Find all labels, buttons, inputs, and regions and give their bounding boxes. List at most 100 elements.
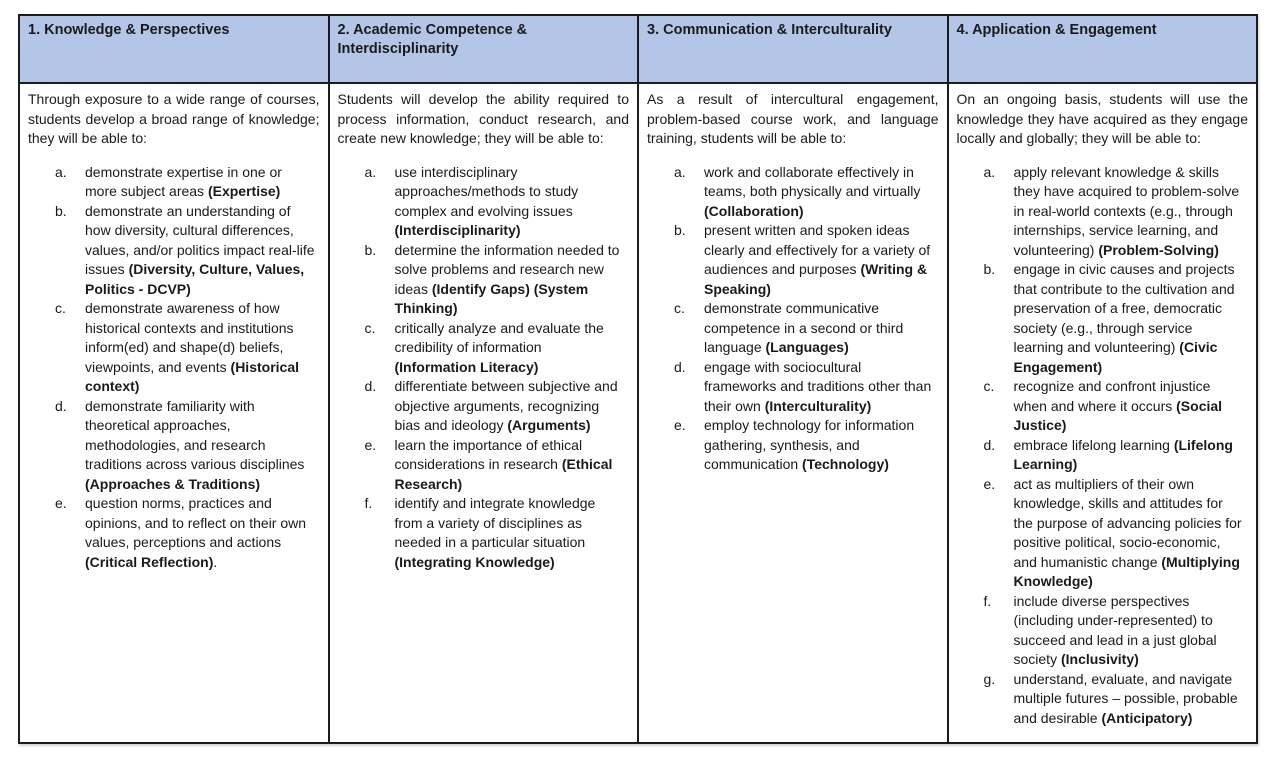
item-text-pre: determine the information needed to solv… [394, 241, 620, 297]
item-text: demonstrate expertise in one or more sub… [85, 163, 320, 202]
column-intro: As a result of intercultural engagement,… [647, 91, 939, 146]
item-text-bold: (Languages) [765, 339, 849, 355]
list-item: c. critically analyze and evaluate the c… [338, 319, 630, 378]
item-text: determine the information needed to solv… [395, 241, 630, 319]
item-marker: c. [983, 378, 995, 394]
item-marker: d. [674, 358, 686, 375]
column-header-cell: 2. Academic Competence & Interdisciplina… [329, 16, 637, 84]
item-text-bold: (Diversity, Culture, Values, Politics - … [85, 261, 305, 297]
item-text-bold: (Ethical Research) [394, 456, 613, 492]
outcome-column: 2. Academic Competence & Interdisciplina… [327, 16, 638, 742]
item-text-bold: (Anticipatory) [1101, 709, 1193, 726]
item-marker: d. [364, 378, 377, 394]
item-marker: a. [364, 163, 377, 180]
list-item: e. learn the importance of ethical consi… [338, 436, 630, 495]
item-text: differentiate between subjective and obj… [395, 377, 630, 436]
item-text-bold: (Identify Gaps) (System Thinking) [394, 280, 589, 317]
item-marker: a. [983, 163, 996, 180]
item-text: question norms, practices and opinions, … [85, 494, 320, 572]
list-item: a. use interdisciplinary approaches/meth… [338, 163, 630, 241]
item-text-pre: use interdisciplinary approaches/methods… [394, 163, 579, 219]
list-item: d. differentiate between subjective and … [338, 377, 630, 436]
item-marker: d. [983, 436, 996, 453]
item-marker: a. [674, 163, 686, 180]
item-text: work and collaborate effectively in team… [704, 163, 939, 222]
column-header-label: 4. Application & Engagement [956, 22, 1157, 38]
item-text-pre: apply relevant knowledge & skills they h… [1013, 163, 1240, 258]
outcome-column: 4. Application & Engagement On an ongoin… [946, 16, 1256, 742]
item-text-bold: (Inclusivity) [1060, 651, 1139, 667]
column-header-label: 1. Knowledge & Perspectives [28, 22, 230, 38]
list-item: e. question norms, practices and opinion… [28, 494, 320, 572]
item-text-pre: identify and integrate knowledge from a … [394, 495, 596, 550]
item-text: engage in civic causes and projects that… [1014, 260, 1249, 377]
item-marker: b. [55, 202, 67, 219]
column-header-label: 2. Academic Competence & Interdisciplina… [337, 22, 528, 57]
item-text-pre: learn the importance of ethical consider… [394, 436, 583, 473]
item-text-post: . [213, 553, 218, 570]
list-item: c. demonstrate awareness of how historic… [28, 299, 320, 397]
list-item: g. understand, evaluate, and navigate mu… [957, 670, 1249, 729]
item-text-bold: (Historical context) [85, 358, 299, 395]
item-marker: f. [364, 495, 373, 511]
outcome-column: 1. Knowledge & Perspectives Through expo… [20, 16, 328, 742]
item-text-pre: differentiate between subjective and obj… [394, 378, 618, 433]
list-item: a. apply relevant knowledge & skills the… [957, 163, 1249, 261]
list-item: d. embrace lifelong learning (Lifelong L… [957, 436, 1249, 475]
item-text-bold: (Writing & Speaking) [704, 261, 928, 297]
item-text: recognize and confront injustice when an… [1014, 377, 1249, 436]
outcome-list: a. demonstrate expertise in one or more … [28, 163, 320, 573]
column-intro: Through exposure to a wide range of cour… [28, 91, 320, 146]
list-item: c. recognize and confront injustice when… [957, 377, 1249, 436]
item-marker: e. [983, 475, 996, 492]
item-marker: c. [364, 319, 376, 336]
item-text: demonstrate an understanding of how dive… [85, 202, 320, 300]
item-text: critically analyze and evaluate the cred… [395, 319, 630, 378]
item-marker: f. [983, 592, 992, 609]
outcome-list: a. work and collaborate effectively in t… [647, 163, 939, 475]
item-marker: d. [55, 397, 67, 414]
item-text: engage with sociocultural frameworks and… [704, 358, 939, 417]
column-body-cell: Students will develop the ability requir… [330, 84, 638, 742]
item-text: present written and spoken ideas clearly… [704, 221, 939, 299]
list-item: d. engage with sociocultural frameworks … [647, 358, 939, 417]
list-item: f. include diverse perspectives (includi… [957, 592, 1249, 670]
item-marker: b. [674, 222, 686, 238]
item-text-bold: (Interculturality) [764, 397, 872, 414]
item-text-pre: understand, evaluate, and navigate multi… [1013, 670, 1238, 726]
item-text: act as multipliers of their own knowledg… [1014, 475, 1249, 592]
item-text-pre: demonstrate communicative competence in … [704, 300, 904, 355]
item-text-bold: (Interdisciplinarity) [394, 222, 521, 238]
item-text: apply relevant knowledge & skills they h… [1014, 163, 1249, 261]
list-item: c. demonstrate communicative competence … [647, 299, 939, 358]
item-text-bold: (Expertise) [207, 183, 281, 199]
item-text: learn the importance of ethical consider… [395, 436, 630, 495]
item-text: use interdisciplinary approaches/methods… [395, 163, 630, 241]
item-text: demonstrate awareness of how historical … [85, 299, 320, 397]
item-marker: a. [55, 163, 67, 180]
outcome-list: a. use interdisciplinary approaches/meth… [338, 163, 630, 573]
list-item: e. employ technology for information gat… [647, 416, 939, 475]
list-item: d. demonstrate familiarity with theoreti… [28, 397, 320, 495]
item-text-bold: (Multiplying Knowledge) [1013, 553, 1240, 590]
column-header-cell: 4. Application & Engagement [948, 16, 1256, 84]
item-text-pre: engage in civic causes and projects that… [1013, 261, 1235, 355]
list-item: b. demonstrate an understanding of how d… [28, 202, 320, 300]
column-intro: On an ongoing basis, students will use t… [956, 91, 1249, 146]
item-text-pre: embrace lifelong learning [1013, 436, 1174, 453]
list-item: b. determine the information needed to s… [338, 241, 630, 319]
outcomes-table: 1. Knowledge & Perspectives Through expo… [18, 14, 1258, 744]
column-header-cell: 3. Communication & Interculturality [639, 16, 947, 84]
item-text-pre: question norms, practices and opinions, … [85, 495, 307, 550]
item-text: identify and integrate knowledge from a … [395, 494, 630, 572]
list-item: f. identify and integrate knowledge from… [338, 494, 630, 572]
item-text: employ technology for information gather… [704, 416, 939, 475]
column-header-cell: 1. Knowledge & Perspectives [20, 16, 328, 84]
outcome-column: 3. Communication & Interculturality As a… [637, 16, 947, 742]
item-text-pre: act as multipliers of their own knowledg… [1013, 475, 1242, 570]
item-text-pre: critically analyze and evaluate the cred… [394, 319, 604, 356]
list-item: a. demonstrate expertise in one or more … [28, 163, 320, 202]
item-text-bold: (Social Justice) [1013, 397, 1223, 434]
column-intro: Students will develop the ability requir… [337, 91, 630, 146]
